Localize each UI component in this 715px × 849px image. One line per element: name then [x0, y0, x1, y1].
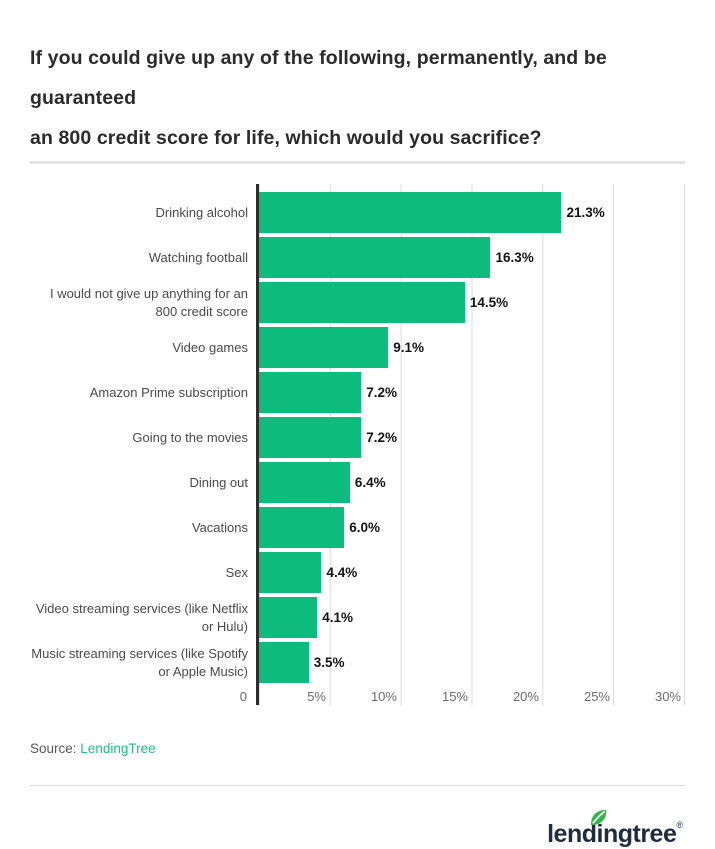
leaf-icon	[591, 810, 607, 825]
value-label: 4.1%	[322, 610, 353, 625]
bar-area: 21.3%	[259, 192, 685, 233]
category-label: Drinking alcohol	[155, 204, 249, 220]
bar-row: Video games 9.1%	[30, 325, 685, 370]
lendingtree-logo: lendingtree®	[547, 810, 683, 849]
bar-row: Going to the movies 7.2%	[30, 415, 685, 460]
bar-area: 14.5%	[259, 282, 685, 323]
category-label: Video games	[172, 339, 248, 355]
bar	[259, 507, 345, 548]
bar	[259, 372, 362, 413]
axis-tick-label: 10%	[370, 689, 397, 704]
footer-logo-row: lendingtree®	[30, 786, 685, 849]
value-label: 3.5%	[313, 655, 345, 670]
x-axis-ticks: 0 5% 10% 15% 20% 25% 30%	[240, 685, 685, 709]
bar-row: Video streaming services (like Netflix o…	[30, 595, 685, 640]
bar-area: 6.0%	[259, 507, 685, 548]
value-label: 6.0%	[349, 520, 380, 535]
value-label: 4.4%	[326, 565, 358, 580]
axis-tick-label: 0	[239, 689, 247, 704]
value-label: 6.4%	[354, 475, 386, 490]
bar	[259, 552, 322, 593]
bar	[259, 327, 389, 368]
axis-tick-label: 30%	[654, 689, 681, 704]
axis-tick-label: 25%	[583, 689, 610, 704]
bar-row: Sex 4.4%	[30, 550, 685, 595]
category-label: Watching football	[148, 249, 248, 265]
bar-area: 4.4%	[259, 552, 685, 593]
bar	[259, 237, 491, 278]
category-label: Vacations	[191, 519, 248, 535]
value-label: 9.1%	[393, 340, 424, 355]
bar-row: I would not give up anything for an 800 …	[30, 280, 685, 325]
bar-row: Dining out 6.4%	[30, 460, 685, 505]
bar	[259, 642, 309, 683]
chart-title-line-2: an 800 credit score for life, which woul…	[30, 127, 542, 149]
source-line: Source: LendingTree	[30, 741, 685, 756]
category-label: Amazon Prime subscription	[89, 384, 248, 400]
value-label: 7.2%	[366, 430, 398, 445]
bar	[259, 462, 350, 503]
value-label: 14.5%	[469, 295, 509, 310]
bar	[259, 417, 362, 458]
value-label: 7.2%	[366, 385, 398, 400]
value-label: 16.3%	[495, 250, 534, 265]
bar-row: Drinking alcohol 21.3%	[30, 190, 685, 235]
value-label: 21.3%	[566, 205, 605, 220]
bar-area: 4.1%	[259, 597, 685, 638]
title-divider	[30, 161, 685, 164]
registered-trademark-symbol: ®	[676, 820, 683, 830]
logo-wordmark: lendingtree	[547, 820, 677, 848]
bar	[259, 597, 318, 638]
bar-row: Amazon Prime subscription 7.2%	[30, 370, 685, 415]
chart-title-line-1: If you could give up any of the followin…	[30, 47, 607, 109]
category-label: I would not give up anything for an 800 …	[49, 285, 248, 319]
footer-divider	[30, 785, 685, 786]
bar	[259, 282, 465, 323]
bar-row: Vacations 6.0%	[30, 505, 685, 550]
bar-area: 16.3%	[259, 237, 685, 278]
category-label: Sex	[225, 564, 248, 580]
category-label: Going to the movies	[132, 429, 248, 445]
bar-area: 9.1%	[259, 327, 685, 368]
source-link[interactable]: LendingTree	[80, 741, 156, 756]
bar-area: 6.4%	[259, 462, 685, 503]
bar-row: Music streaming services (like Spotify o…	[30, 640, 685, 685]
axis-tick-label: 20%	[512, 689, 539, 704]
category-label: Video streaming services (like Netflix o…	[35, 600, 248, 634]
bar-area: 7.2%	[259, 372, 685, 413]
axis-tick-label: 5%	[307, 689, 326, 704]
chart-title: If you could give up any of the followin…	[30, 0, 685, 158]
axis-tick-label: 15%	[441, 689, 468, 704]
category-label: Dining out	[189, 474, 248, 490]
bar-rows: Drinking alcohol 21.3% Watching football 16…	[30, 190, 685, 685]
bar-area: 3.5%	[259, 642, 685, 683]
bar-row: Watching football 16.3%	[30, 235, 685, 280]
bar-chart: Drinking alcohol 21.3% Watching football 16…	[30, 184, 685, 709]
source-prefix: Source:	[30, 741, 77, 756]
category-label: Music streaming services (like Spotify o…	[31, 645, 248, 679]
bar	[259, 192, 562, 233]
bar-area: 7.2%	[259, 417, 685, 458]
